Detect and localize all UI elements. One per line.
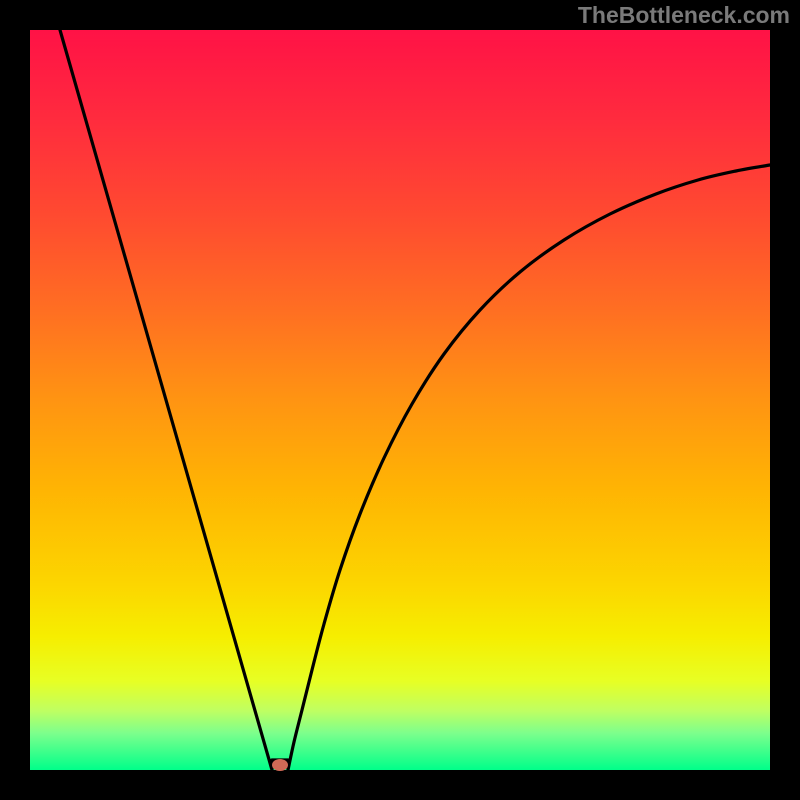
chart-container: TheBottleneck.com: [0, 0, 800, 800]
watermark-text: TheBottleneck.com: [578, 2, 790, 29]
plot-gradient-area: [30, 30, 770, 770]
